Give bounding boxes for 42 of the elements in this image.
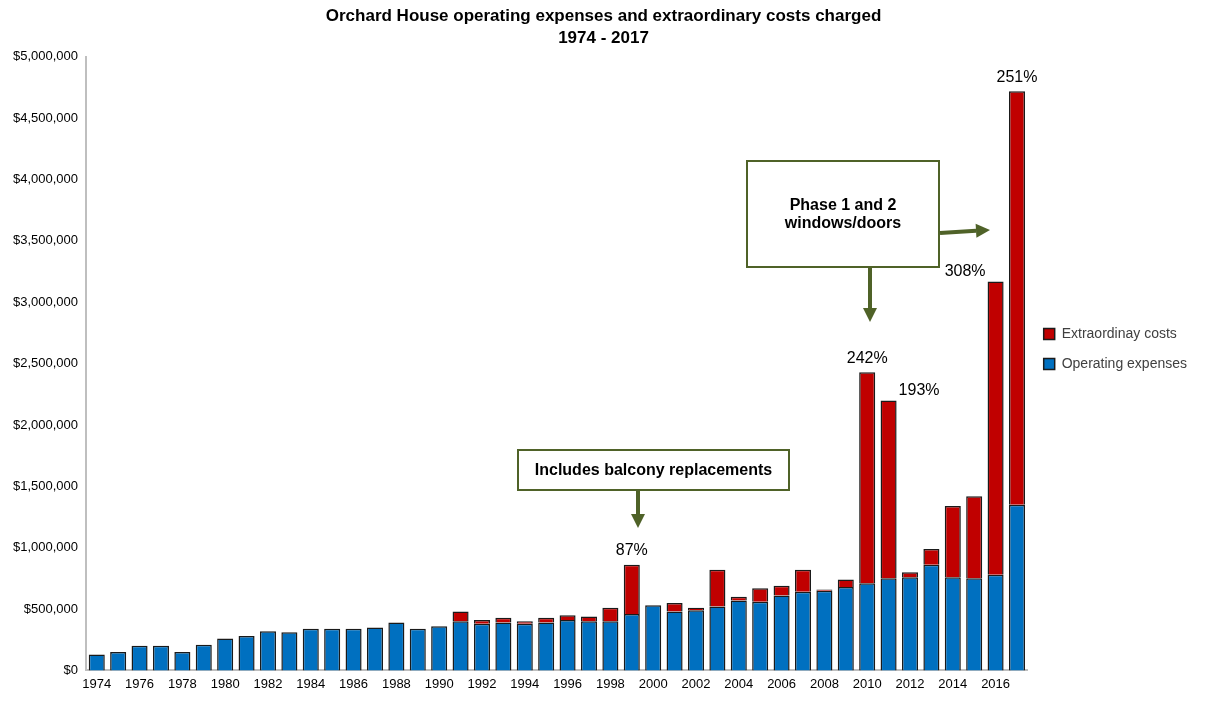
y-tick-label: $0 (63, 661, 79, 677)
annotation: 251% (996, 67, 1038, 85)
y-tick-label: $2,000,000 (12, 416, 79, 432)
x-tick-label: 2000 (638, 675, 668, 691)
y-tick-label: $1,000,000 (12, 539, 79, 555)
x-tick-label: 1978 (167, 675, 197, 691)
x-tick-label: 1988 (381, 675, 411, 691)
x-tick-label: 1984 (296, 675, 326, 691)
annotation: 308% (944, 261, 986, 279)
x-tick-label: 1982 (253, 675, 283, 691)
legend-label: Operating expenses (1061, 354, 1188, 371)
x-tick-label: 1996 (553, 675, 583, 691)
x-tick-label: 2006 (767, 675, 797, 691)
x-tick-label: 1980 (210, 675, 240, 691)
annotation: 87% (615, 541, 648, 559)
x-tick-label: 2014 (938, 675, 968, 691)
x-tick-label: 2002 (681, 675, 711, 691)
y-tick-label: $3,500,000 (12, 232, 79, 248)
chart-title: Orchard House operating expenses and extraordinary costs charged (325, 5, 882, 25)
x-tick-label: 1986 (339, 675, 369, 691)
x-tick-label: 2004 (724, 675, 754, 691)
legend-label: Extraordinay costs (1061, 324, 1177, 341)
y-tick-label: $1,500,000 (12, 477, 79, 493)
x-tick-label: 1976 (125, 675, 155, 691)
x-tick-label: 1974 (82, 675, 112, 691)
x-tick-label: 2016 (981, 675, 1011, 691)
y-tick-label: $5,000,000 (12, 48, 79, 64)
y-tick-label: $2,500,000 (12, 355, 79, 371)
x-tick-label: 1998 (595, 675, 625, 691)
x-tick-label: 2012 (895, 675, 925, 691)
x-tick-label: 1994 (510, 675, 540, 691)
y-tick-label: $4,000,000 (12, 171, 79, 187)
annotation: 193% (898, 380, 940, 398)
y-tick-label: $4,500,000 (12, 109, 79, 125)
x-tick-label: 1990 (424, 675, 454, 691)
chart-subtitle: 1974 - 2017 (558, 28, 649, 48)
x-tick-label: 2008 (809, 675, 839, 691)
y-tick-label: $500,000 (23, 600, 79, 616)
x-tick-label: 1992 (467, 675, 497, 691)
y-tick-label: $3,000,000 (12, 293, 79, 309)
x-tick-label: 2010 (852, 675, 882, 691)
annotation: 242% (846, 348, 888, 366)
